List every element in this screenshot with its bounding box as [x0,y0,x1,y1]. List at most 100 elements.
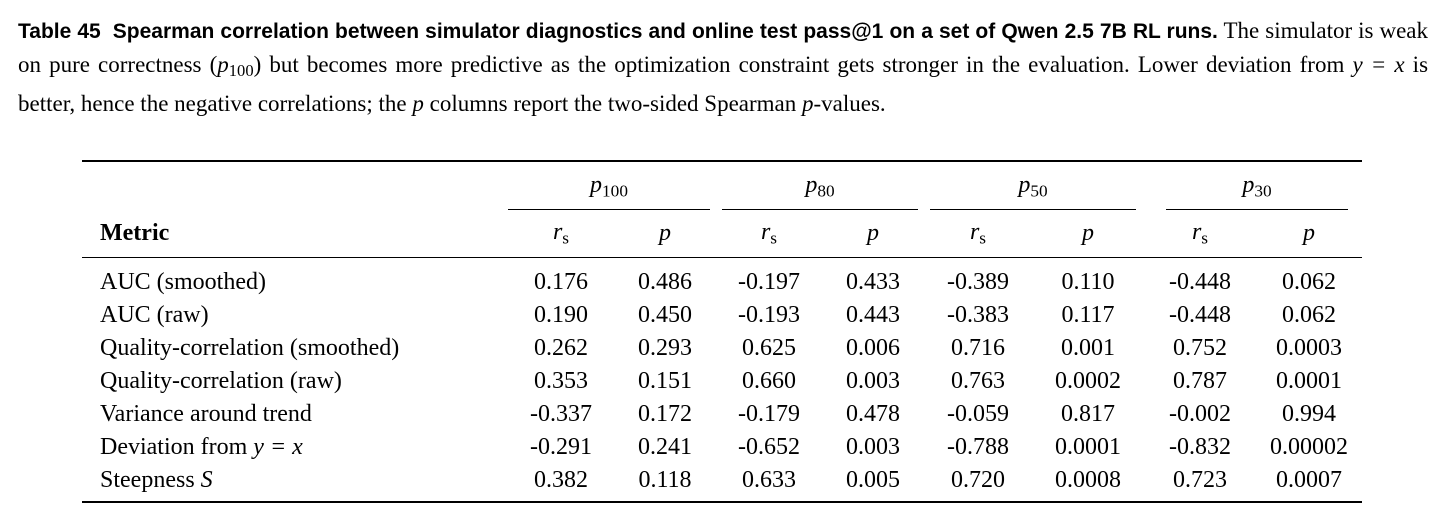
cell: 0.382 [534,467,588,493]
row-metric-prefix: Deviation from [100,434,254,460]
group-p80-sub: 80 [817,181,835,200]
cell: 0.625 [742,335,796,361]
cell: 0.005 [846,467,900,493]
group-header-empty [82,162,508,210]
row-metric: AUC (raw) [100,302,209,328]
table-row: Quality-correlation (smoothed) 0.262 0.2… [82,332,1362,365]
cell: 0.0008 [1055,467,1121,493]
group-header-p30: p30 [1144,162,1362,210]
group-p50-sym: p [1018,171,1031,198]
group-header-row: p100 p80 p50 p30 [82,162,1362,210]
cell: 0.003 [846,368,900,394]
cell: 0.172 [638,401,692,427]
rs-sym: r [552,218,563,245]
table-top-rule [82,160,1362,162]
metric-column-header: Metric [100,220,170,246]
group-p30-sub: 30 [1254,181,1272,200]
group-p80-sym: p [805,171,818,198]
cell: 0.293 [638,335,692,361]
rs-header-p30: rs [1144,210,1256,257]
cell: -0.788 [947,434,1009,460]
group-p50-sub: 50 [1030,181,1048,200]
table-mid-rule [82,257,1362,258]
cell: -0.179 [738,401,800,427]
table-caption: Table 45 Spearman correlation between si… [18,14,1428,120]
p-header-p100: p [659,220,671,246]
rs-header-p100: rs [508,210,614,257]
cell: 0.0001 [1055,434,1121,460]
cell: 0.443 [846,302,900,328]
cell: 0.241 [638,434,692,460]
cell: -0.448 [1169,302,1231,328]
rs-sub: s [1201,228,1209,248]
cell: 0.0003 [1276,335,1342,361]
cell: 0.994 [1282,401,1336,427]
group-p100-sym: p [590,171,603,198]
cell: 0.117 [1061,302,1115,328]
row-metric-prefix: Steepness [100,467,201,493]
row-metric-math: y = x [253,434,303,460]
caption-math-p100-sym: p [217,52,229,77]
p-header-p80: p [867,220,879,246]
cell: 0.633 [742,467,796,493]
cell: 0.478 [846,401,900,427]
cell: 0.763 [951,368,1005,394]
group-header-p80: p80 [716,162,924,210]
correlation-table: p100 p80 p50 p30 Metric rs p rs p rs p r… [82,160,1362,503]
cell: -0.002 [1169,401,1231,427]
cell: 0.716 [951,335,1005,361]
group-header-p100: p100 [508,162,716,210]
caption-text-2: ) but becomes more predictive as the opt… [253,52,1353,77]
cell: 0.660 [742,368,796,394]
cell: 0.0002 [1055,368,1121,394]
cell: -0.059 [947,401,1009,427]
table-row: Variance around trend -0.337 0.172 -0.17… [82,398,1362,431]
group-p100-sub: 100 [602,181,628,200]
cell: -0.652 [738,434,800,460]
rs-header-p80: rs [716,210,822,257]
cell: 0.003 [846,434,900,460]
table-row: Deviation from y = x -0.291 0.241 -0.652… [82,431,1362,464]
cell: 0.062 [1282,269,1336,295]
table-bottom-rule [82,501,1362,503]
caption-text-1: The simulator is weak on pure correctnes… [18,18,1429,77]
rs-sub: s [770,228,778,248]
caption-math-yx: y = x [1352,52,1405,77]
cell: -0.291 [530,434,592,460]
cell: 0.0007 [1276,467,1342,493]
caption-math-p100-sub: 100 [228,61,254,81]
rs-header-p50: rs [924,210,1032,257]
cell: 0.190 [534,302,588,328]
p-header-p50: p [1082,220,1094,246]
cell: 0.062 [1282,302,1336,328]
caption-math-p100: p100 [217,52,254,81]
cell: -0.193 [738,302,800,328]
cell: 0.110 [1061,269,1115,295]
cell: 0.151 [638,368,692,394]
cell: -0.832 [1169,434,1231,460]
cell: -0.383 [947,302,1009,328]
row-metric: Quality-correlation (smoothed) [100,335,400,361]
row-metric: Steepness S [82,464,508,501]
group-header-p50: p50 [924,162,1144,210]
cell: 0.787 [1173,368,1227,394]
cell: 0.006 [846,335,900,361]
cell: 0.720 [951,467,1005,493]
rs-sym: r [1191,218,1202,245]
rs-sym: r [760,218,771,245]
cell: 0.176 [534,269,588,295]
row-metric: Quality-correlation (raw) [100,368,342,394]
row-metric: Variance around trend [100,401,312,427]
group-p30-sym: p [1242,171,1255,198]
cell: 0.262 [534,335,588,361]
cell: 0.450 [638,302,692,328]
rs-sym: r [969,218,980,245]
caption-math-p-values: p [802,91,814,117]
cell: 0.486 [638,269,692,295]
cell: -0.389 [947,269,1009,295]
caption-text-5: -values. [813,91,886,117]
cell: 0.353 [534,368,588,394]
cell: -0.448 [1169,269,1231,295]
p-header-p30: p [1303,220,1315,246]
caption-text-3: is better, hence the negative correlatio… [18,52,1429,117]
